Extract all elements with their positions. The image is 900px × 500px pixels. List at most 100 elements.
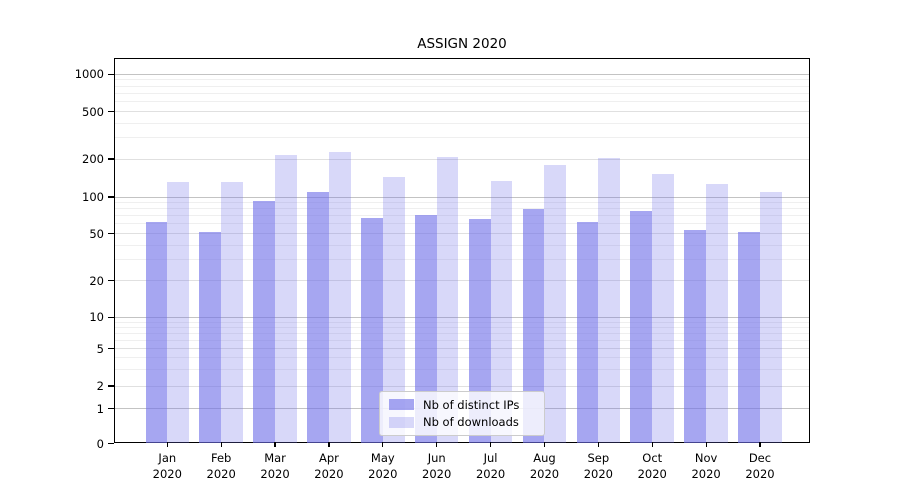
- x-tick-label: Nov 2020: [691, 451, 721, 481]
- x-tick-mark: [543, 442, 546, 447]
- gridline-minor: [115, 137, 809, 139]
- gridline-minor: [115, 85, 809, 87]
- y-tick-label: 2: [96, 379, 104, 393]
- gridline-minor: [115, 215, 809, 217]
- gridline: [115, 233, 809, 234]
- x-tick-label: Dec 2020: [745, 451, 775, 481]
- plot-area: 0 1 2 5 10 20 50 100 200 500 1000 Jan 2020 Feb 2020 Mar…: [75, 58, 810, 481]
- bar-downloads: [544, 165, 567, 444]
- bar-downloads: [759, 192, 782, 444]
- gridline-minor: [115, 202, 809, 204]
- bar-downloads: [275, 154, 297, 444]
- gridline-minor: [115, 332, 809, 334]
- x-tick-mark: [759, 442, 761, 447]
- legend-label: Nb of distinct IPs: [423, 397, 520, 412]
- y-tick-label: 20: [89, 273, 104, 288]
- y-tick-mark: [108, 110, 114, 113]
- y-tick-label: 500: [82, 104, 104, 119]
- bar-downloads: [221, 182, 243, 444]
- y-tick-mark: [108, 347, 114, 350]
- gridline-minor: [115, 208, 809, 210]
- bar-distinct-ips: [684, 230, 707, 444]
- y-tick-label: 10: [89, 310, 104, 325]
- y-tick-label: 1: [96, 401, 104, 416]
- legend: Nb of distinct IPs Nb of downloads: [379, 391, 545, 436]
- gridline: [115, 348, 809, 349]
- gridline-minor: [115, 101, 809, 103]
- x-tick-label: Jul 2020: [475, 451, 506, 481]
- x-tick-mark: [382, 442, 384, 447]
- x-tick-mark: [597, 442, 599, 447]
- x-tick-mark: [705, 442, 707, 447]
- bar-distinct-ips: [307, 192, 329, 444]
- bar-distinct-ips: [361, 218, 383, 444]
- x-tick-label: Feb 2020: [206, 451, 236, 481]
- bar-downloads: [490, 181, 513, 444]
- y-tick-mark: [108, 280, 114, 282]
- x-tick-label: Jun 2020: [422, 451, 452, 481]
- gridline: [115, 111, 809, 112]
- legend-swatch-downloads: [389, 416, 414, 428]
- gridline-minor: [115, 326, 809, 328]
- y-tick-label: 200: [82, 152, 104, 166]
- gridline-minor: [115, 339, 809, 341]
- bar-distinct-ips: [414, 215, 437, 444]
- bar-distinct-ips: [630, 211, 653, 444]
- bar-distinct-ips: [253, 201, 276, 444]
- gridline-minor: [115, 92, 809, 94]
- y-tick-label: 1000: [74, 67, 104, 82]
- chart-title: ASSIGN 2020: [417, 36, 507, 52]
- y-tick-label: 50: [89, 226, 104, 241]
- bar-downloads: [598, 157, 621, 444]
- x-tick-label: May 2020: [368, 451, 398, 481]
- y-tick-mark: [108, 73, 114, 75]
- gridline-major: [115, 316, 809, 318]
- x-tick-mark: [436, 442, 438, 447]
- y-tick-mark: [108, 442, 114, 445]
- y-tick-label: 0: [96, 436, 104, 451]
- bar-downloads: [167, 182, 190, 444]
- bar-distinct-ips: [738, 232, 760, 444]
- gridline-minor: [115, 122, 809, 124]
- bar-distinct-ips: [199, 232, 222, 444]
- legend-entry: Nb of downloads: [389, 415, 535, 429]
- gridline-minor: [115, 357, 809, 359]
- gridline-minor: [115, 223, 809, 225]
- y-tick-mark: [108, 232, 114, 235]
- y-tick-label: 5: [96, 341, 104, 356]
- x-tick-label: Apr 2020: [314, 451, 344, 481]
- legend-label: Nb of downloads: [423, 415, 519, 430]
- gridline-minor: [115, 368, 809, 370]
- x-tick-mark: [489, 442, 492, 447]
- y-tick-mark: [108, 196, 114, 198]
- gridline-minor: [115, 259, 809, 261]
- bar-downloads: [652, 173, 675, 444]
- gridline: [115, 280, 809, 282]
- gridline: [115, 385, 809, 387]
- gridline-major: [115, 196, 809, 198]
- y-tick-mark: [108, 158, 114, 160]
- x-tick-label: Aug 2020: [529, 451, 560, 481]
- bar-distinct-ips: [468, 218, 491, 444]
- gridline-major: [115, 73, 809, 75]
- gridline-minor: [115, 79, 809, 81]
- bar-distinct-ips: [576, 222, 599, 444]
- x-tick-label: Mar 2020: [260, 451, 290, 481]
- x-tick-mark: [651, 442, 653, 447]
- bar-distinct-ips: [522, 208, 545, 444]
- bar-distinct-ips: [145, 222, 168, 444]
- y-tick-mark: [108, 385, 114, 387]
- y-tick-mark: [108, 408, 114, 410]
- gridline-minor: [115, 321, 809, 323]
- gridline: [115, 158, 809, 160]
- x-tick-label: Jan 2020: [152, 451, 182, 481]
- y-tick-mark: [108, 316, 114, 318]
- x-tick-mark: [328, 442, 330, 447]
- bar-downloads: [436, 157, 459, 444]
- gridline-minor: [115, 244, 809, 246]
- x-tick-mark: [166, 442, 168, 447]
- x-tick-label: Sep 2020: [583, 451, 613, 481]
- legend-swatch-distinct-ips: [389, 399, 414, 411]
- legend-entry: Nb of distinct IPs: [389, 398, 535, 412]
